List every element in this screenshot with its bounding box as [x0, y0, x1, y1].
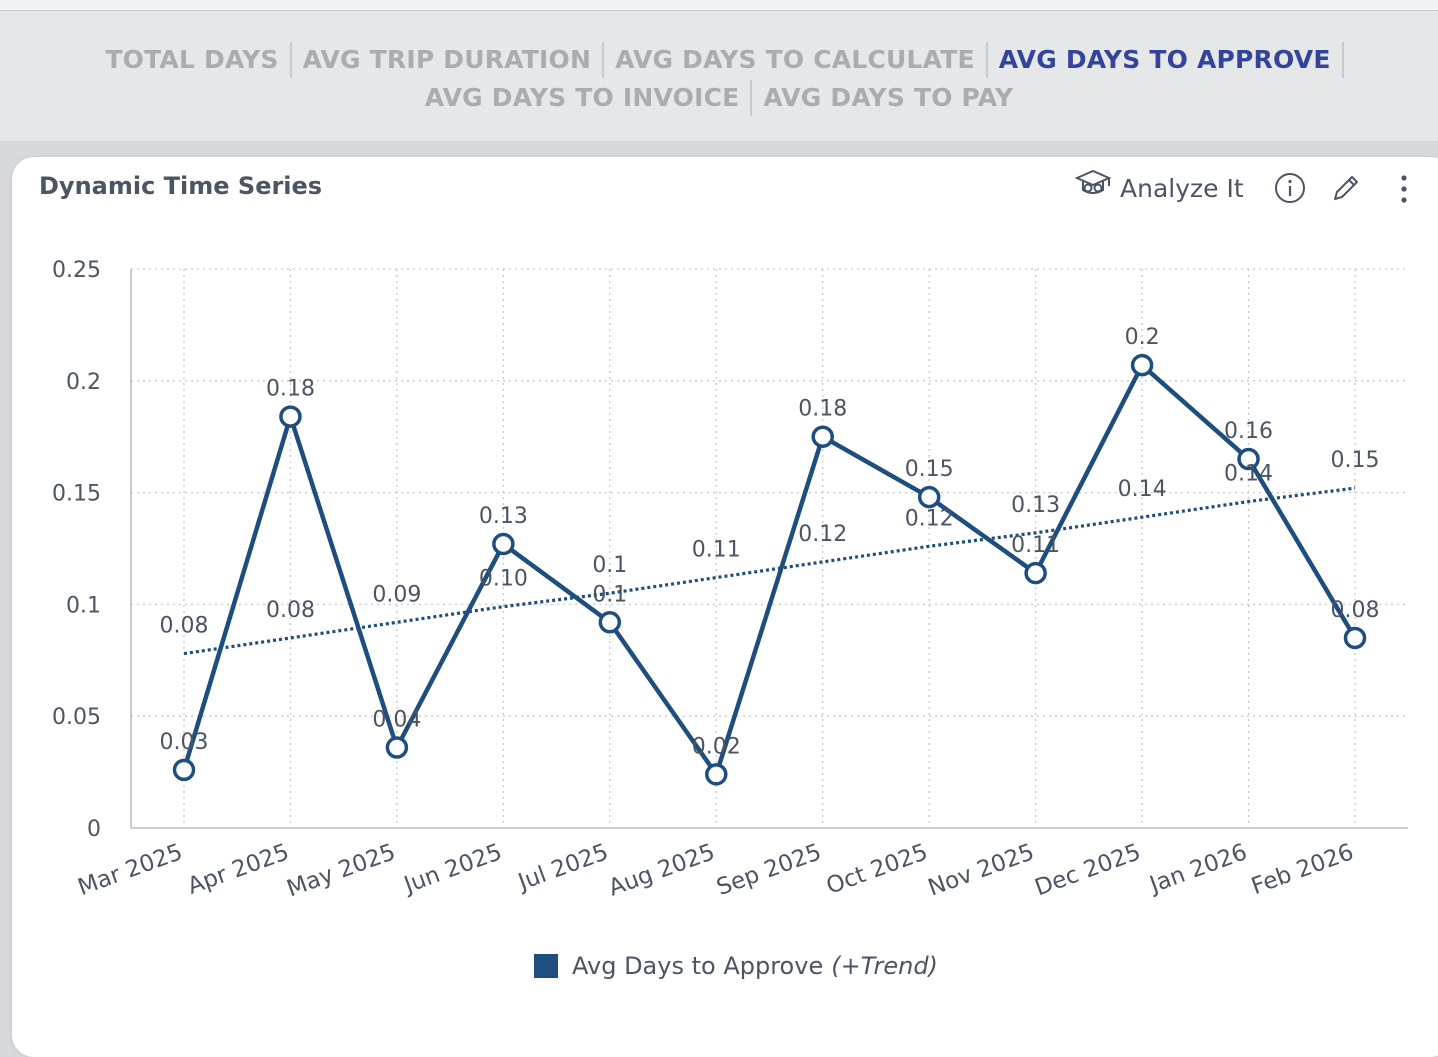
x-tick-label: May 2025 — [284, 839, 399, 902]
metric-tabs-row-1: TOTAL DAYS AVG TRIP DURATION AVG DAYS TO… — [0, 41, 1438, 79]
data-label: 0.15 — [905, 457, 954, 482]
edit-pencil-icon — [1334, 176, 1358, 200]
data-label: 0.1 — [592, 582, 627, 607]
y-tick-label: 0.05 — [52, 705, 101, 730]
tab-avg-days-to-invoice[interactable]: AVG DAYS TO INVOICE — [414, 80, 753, 116]
x-tick-label: Jun 2025 — [399, 839, 505, 899]
data-label: 0.18 — [266, 377, 315, 402]
analyze-it-label: Analyze It — [1120, 173, 1244, 203]
trend-data-label: 0.08 — [160, 614, 209, 639]
card-title: Dynamic Time Series — [39, 172, 323, 200]
trend-data-label: 0.12 — [798, 522, 847, 547]
tab-total-days[interactable]: TOTAL DAYS — [94, 42, 292, 78]
data-label: 0.13 — [479, 504, 528, 529]
data-point-marker[interactable] — [917, 485, 941, 509]
y-tick-label: 0 — [87, 817, 101, 842]
tab-avg-days-to-pay[interactable]: AVG DAYS TO PAY — [763, 83, 1014, 112]
x-tick-label: Nov 2025 — [925, 839, 1038, 901]
data-point-marker[interactable] — [598, 611, 622, 634]
metric-tabs-row-2: AVG DAYS TO INVOICE AVG DAYS TO PAY — [0, 79, 1438, 117]
legend-label: Avg Days to Approve — [572, 952, 824, 980]
analyze-it-button[interactable]: Analyze It — [1074, 168, 1244, 208]
trend-data-label: 0.14 — [1118, 477, 1167, 502]
x-tick-label: Sep 2025 — [713, 839, 825, 901]
tab-avg-days-to-approve[interactable]: AVG DAYS TO APPROVE — [988, 42, 1344, 78]
data-point-marker[interactable] — [1237, 447, 1260, 471]
x-tick-label: Dec 2025 — [1032, 839, 1145, 901]
chart-card — [12, 157, 1438, 1057]
data-label: 0.02 — [692, 734, 741, 759]
data-label: 0.11 — [1011, 533, 1060, 558]
analyze-mortarboard-icon — [1074, 168, 1120, 208]
x-tick-label: Apr 2025 — [184, 839, 292, 900]
data-point-marker[interactable] — [1343, 626, 1367, 650]
metric-tabs-panel: TOTAL DAYS AVG TRIP DURATION AVG DAYS TO… — [0, 11, 1438, 142]
x-tick-label: Feb 2026 — [1248, 839, 1357, 900]
data-label: 0.04 — [372, 708, 421, 733]
data-label: 0.2 — [1125, 325, 1160, 350]
trend-data-label: 0.1 — [592, 553, 627, 578]
top-strip — [0, 0, 1438, 11]
trend-data-label: 0.11 — [692, 538, 741, 563]
trend-data-label: 0.14 — [1224, 462, 1273, 487]
data-point-marker[interactable] — [1130, 353, 1154, 377]
data-label: 0.16 — [1224, 419, 1273, 444]
trend-data-label: 0.15 — [1331, 448, 1380, 473]
more-options-button[interactable] — [1392, 172, 1416, 211]
trend-line — [183, 486, 1356, 656]
x-tick-label: Aug 2025 — [605, 839, 718, 901]
x-tick-label: Oct 2025 — [823, 839, 931, 900]
series-line-avg-days-to-approve — [181, 362, 1357, 777]
data-point-marker[interactable] — [811, 425, 834, 448]
data-point-marker[interactable] — [172, 758, 196, 782]
y-tick-label: 0.15 — [52, 482, 101, 507]
x-tick-label: Jan 2026 — [1145, 839, 1251, 899]
data-label: 0.03 — [160, 730, 209, 755]
x-tick-label: Mar 2025 — [74, 839, 186, 901]
legend-trend-suffix: (+Trend) — [831, 952, 938, 980]
legend-swatch — [534, 954, 558, 978]
tab-avg-trip-duration[interactable]: AVG TRIP DURATION — [292, 42, 605, 78]
data-point-marker[interactable] — [492, 532, 515, 556]
y-tick-label: 0.25 — [52, 258, 101, 283]
info-icon — [1275, 173, 1305, 203]
trend-data-label: 0.08 — [266, 598, 315, 623]
tab-avg-days-to-calculate[interactable]: AVG DAYS TO CALCULATE — [604, 42, 988, 78]
data-point-marker[interactable] — [385, 736, 409, 759]
trend-data-label: 0.09 — [372, 582, 421, 607]
data-label: 0.18 — [798, 397, 847, 422]
trend-data-label: 0.13 — [1011, 493, 1060, 518]
data-point-marker[interactable] — [279, 405, 302, 428]
y-tick-label: 0.2 — [66, 370, 101, 395]
chart-legend[interactable]: Avg Days to Approve (+Trend) — [534, 952, 938, 980]
data-label: 0.08 — [1331, 598, 1380, 623]
data-point-marker[interactable] — [1024, 561, 1047, 585]
trend-data-label: 0.12 — [905, 506, 954, 531]
trend-data-label: 0.10 — [479, 567, 528, 592]
more-vertical-icon — [1401, 175, 1407, 203]
data-point-marker[interactable] — [705, 763, 728, 786]
y-tick-label: 0.1 — [66, 593, 101, 618]
edit-button[interactable] — [1330, 172, 1362, 209]
info-button[interactable] — [1274, 172, 1306, 209]
x-tick-label: Jul 2025 — [513, 839, 612, 896]
